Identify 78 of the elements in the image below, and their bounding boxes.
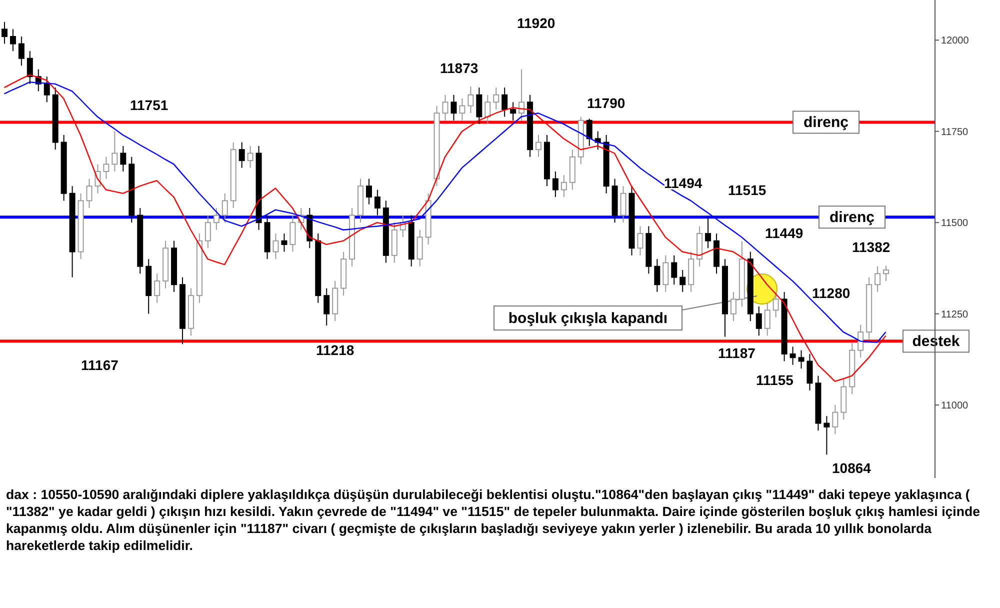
annotation: 11280 [812, 285, 850, 301]
candlestick [442, 94, 448, 121]
candlestick [560, 174, 567, 198]
candlestick [671, 254, 678, 286]
candlestick [366, 178, 372, 205]
candlestick [103, 156, 110, 180]
annotation: 11155 [756, 372, 794, 388]
annotation: 11751 [130, 97, 168, 113]
candlestick [86, 178, 92, 208]
candlestick [222, 192, 228, 224]
candlestick [536, 134, 542, 158]
y-tick-label: 11250 [941, 309, 969, 320]
text: dax : 10550-10590 aralığındaki diplere yaklaşıldıkça düşüşün durulabileceği beklentisi oluştu."10864"den başlayan çıkış "11449" daki tepeye yaklaşınca ( "11382" ye kadar geldi ) çıkışın hızı kesildi. Yakın çevrede de "11494" ve "11515" de tepeler bulunmakta. Daire içinde gösterilen boşluk çıkış hamlesi içinde kapanmış oldu. Alım düşünenler için "11187" civarı ( geçmişte de çıkışların başladığı seviyeye yakın yerler ) izlenebilir. Bu arada 10 yıllık bonolarda hareketlerde takip edilmelidir. [6, 486, 981, 554]
candlestick [680, 270, 686, 292]
candlestick [120, 145, 126, 172]
candlestick [502, 87, 508, 118]
candlestick [832, 404, 838, 435]
candlestick [324, 288, 330, 326]
candlestick [44, 76, 50, 103]
candlestick [26, 50, 33, 84]
ref-line-label: direnç [803, 114, 849, 132]
candlestick [662, 254, 669, 292]
candlestick [806, 353, 813, 391]
candlestick [772, 291, 779, 318]
candlestick [247, 145, 254, 168]
annotation: 10864 [832, 460, 872, 476]
annotation: 11515 [728, 182, 766, 198]
candlestick [883, 265, 890, 282]
y-tick-label: 12000 [941, 36, 970, 47]
candlestick [416, 229, 423, 267]
annotation: boşluk çıkışla kapandı [508, 310, 668, 327]
candlestick [459, 98, 466, 121]
candlestick [374, 189, 380, 216]
candlestick [238, 142, 245, 168]
candlestick [493, 87, 500, 110]
candlestick [272, 233, 279, 260]
candlestick [654, 258, 660, 292]
candlestick [790, 346, 796, 366]
y-tick-label: 11000 [941, 400, 969, 412]
annotation: 11920 [517, 15, 556, 31]
candlestick [18, 36, 24, 66]
candlestick [281, 233, 288, 252]
candlestick [552, 170, 558, 198]
candlestick [756, 306, 762, 336]
candlestick [468, 86, 474, 114]
annotation: 11218 [316, 342, 354, 358]
annotation: 11790 [587, 95, 626, 111]
candlestick [764, 302, 770, 336]
candlestick [204, 214, 211, 249]
candlestick [450, 94, 457, 121]
ref-line-label: direnç [829, 209, 875, 226]
annotation: 11187 [718, 345, 756, 361]
candlestick [476, 87, 482, 125]
candlestick [620, 186, 626, 224]
annotation: 11494 [664, 175, 702, 191]
candlestick [637, 226, 644, 256]
candlestick [112, 130, 118, 172]
annotation: 11449 [765, 225, 804, 241]
candlestick [484, 94, 491, 125]
candlestick [510, 102, 516, 121]
annotation: 11382 [852, 239, 890, 255]
annotation: 11167 [81, 357, 119, 373]
candlestick [858, 324, 864, 358]
y-tick-label: 11750 [941, 126, 969, 138]
candlestick [290, 214, 296, 252]
candlestick [10, 28, 16, 52]
annotation: 11873 [440, 60, 478, 76]
candlestick [154, 273, 160, 304]
candlestick [518, 68, 525, 121]
candlestick [824, 415, 830, 456]
candlestick [730, 291, 736, 322]
candlestick [705, 216, 712, 249]
candlestick [874, 266, 881, 292]
candlestick [586, 118, 592, 146]
candlestick [2, 21, 8, 44]
candlestick [213, 207, 220, 230]
candlestick [798, 350, 804, 370]
y-tick-label: 11500 [941, 218, 969, 230]
